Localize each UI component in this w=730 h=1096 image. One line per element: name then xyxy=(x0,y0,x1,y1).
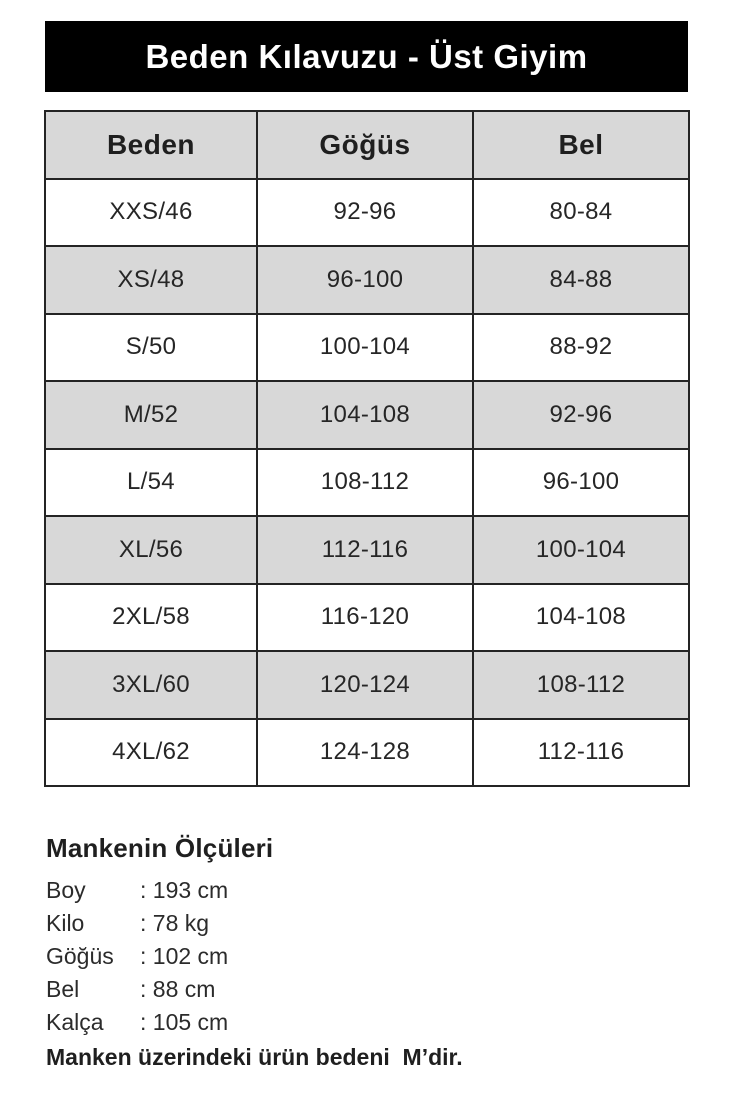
cell-waist: 92-96 xyxy=(472,380,690,450)
table-row: S/50 100-104 88-92 xyxy=(44,312,690,382)
measurement-row-hip: Kalça : 105 cm xyxy=(46,1006,686,1039)
measurement-value: : 78 kg xyxy=(140,910,210,936)
measurement-row-waist: Bel : 88 cm xyxy=(46,973,686,1006)
title-banner: Beden Kılavuzu - Üst Giyim xyxy=(45,21,688,92)
cell-size: 4XL/62 xyxy=(44,717,258,787)
cell-waist: 96-100 xyxy=(472,447,690,517)
cell-chest: 120-124 xyxy=(256,650,474,720)
measurement-value: : 105 cm xyxy=(140,1009,229,1035)
measurement-row-weight: Kilo : 78 kg xyxy=(46,907,686,940)
table-row: XL/56 112-116 100-104 xyxy=(44,515,690,585)
measurement-label: Bel xyxy=(46,976,80,1002)
cell-size: S/50 xyxy=(44,312,258,382)
cell-size: 2XL/58 xyxy=(44,582,258,652)
cell-size: 3XL/60 xyxy=(44,650,258,720)
cell-chest: 104-108 xyxy=(256,380,474,450)
measurement-label: Boy xyxy=(46,877,86,903)
cell-chest: 124-128 xyxy=(256,717,474,787)
cell-size: XS/48 xyxy=(44,245,258,315)
model-measurements-section: Mankenin Ölçüleri Boy : 193 cm Kilo : 78… xyxy=(46,833,686,1074)
table-row: 3XL/60 120-124 108-112 xyxy=(44,650,690,720)
measurement-label: Kalça xyxy=(46,1009,104,1035)
column-header-waist: Bel xyxy=(472,110,690,180)
cell-waist: 84-88 xyxy=(472,245,690,315)
cell-waist: 112-116 xyxy=(472,717,690,787)
cell-size: M/52 xyxy=(44,380,258,450)
cell-waist: 100-104 xyxy=(472,515,690,585)
measurement-value: : 102 cm xyxy=(140,943,229,969)
cell-chest: 100-104 xyxy=(256,312,474,382)
column-header-chest: Göğüs xyxy=(256,110,474,180)
model-product-size-note: Manken üzerindeki ürün bedeni M’dir. xyxy=(46,1044,463,1070)
cell-waist: 108-112 xyxy=(472,650,690,720)
cell-waist: 104-108 xyxy=(472,582,690,652)
cell-size: XXS/46 xyxy=(44,177,258,247)
size-table: Beden Göğüs Bel XXS/46 92-96 80-84 XS/48… xyxy=(44,110,690,787)
measurement-row-chest: Göğüs : 102 cm xyxy=(46,940,686,973)
table-row: L/54 108-112 96-100 xyxy=(44,447,690,517)
measurement-value: : 88 cm xyxy=(140,976,216,1002)
cell-waist: 80-84 xyxy=(472,177,690,247)
cell-chest: 92-96 xyxy=(256,177,474,247)
model-measurements-heading: Mankenin Ölçüleri xyxy=(46,833,274,863)
table-row: XS/48 96-100 84-88 xyxy=(44,245,690,315)
table-row: XXS/46 92-96 80-84 xyxy=(44,177,690,247)
cell-chest: 108-112 xyxy=(256,447,474,517)
table-row: 4XL/62 124-128 112-116 xyxy=(44,717,690,787)
table-row: 2XL/58 116-120 104-108 xyxy=(44,582,690,652)
measurement-label: Göğüs xyxy=(46,943,114,969)
page-title: Beden Kılavuzu - Üst Giyim xyxy=(145,37,588,75)
measurement-label: Kilo xyxy=(46,910,85,936)
cell-chest: 116-120 xyxy=(256,582,474,652)
measurement-row-height: Boy : 193 cm xyxy=(46,874,686,907)
cell-chest: 112-116 xyxy=(256,515,474,585)
cell-waist: 88-92 xyxy=(472,312,690,382)
cell-size: L/54 xyxy=(44,447,258,517)
column-header-size: Beden xyxy=(44,110,258,180)
measurement-value: : 193 cm xyxy=(140,877,229,903)
cell-size: XL/56 xyxy=(44,515,258,585)
table-header-row: Beden Göğüs Bel xyxy=(44,110,690,180)
cell-chest: 96-100 xyxy=(256,245,474,315)
table-row: M/52 104-108 92-96 xyxy=(44,380,690,450)
